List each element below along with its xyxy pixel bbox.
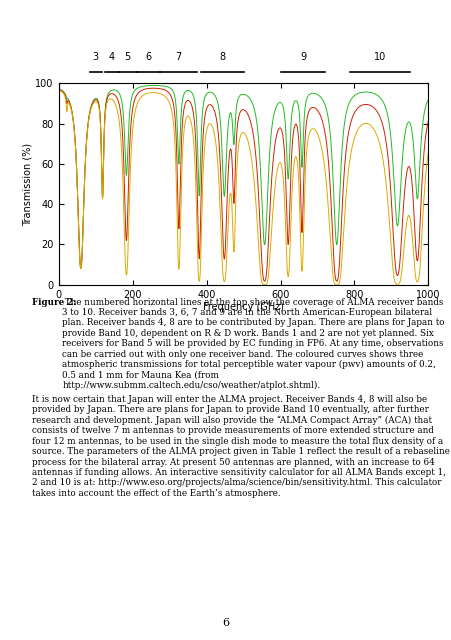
Text: 4: 4	[109, 52, 115, 62]
Text: It is now certain that Japan will enter the ALMA project. Receiver Bands 4, 8 wi: It is now certain that Japan will enter …	[32, 395, 450, 498]
Text: 10: 10	[374, 52, 386, 62]
Text: 9: 9	[300, 52, 306, 62]
Text: 3: 3	[92, 52, 99, 62]
Y-axis label: Transmission (%): Transmission (%)	[23, 143, 32, 225]
Text: 6: 6	[145, 52, 152, 62]
Text: The numbered horizontal lines at the top show the coverage of ALMA receiver band: The numbered horizontal lines at the top…	[62, 298, 445, 390]
Text: 8: 8	[219, 52, 226, 62]
Text: 6: 6	[222, 618, 229, 628]
Text: 7: 7	[175, 52, 182, 62]
X-axis label: Frequency (GHz): Frequency (GHz)	[203, 303, 284, 312]
Text: 5: 5	[124, 52, 131, 62]
Text: Figure 2:: Figure 2:	[32, 298, 76, 307]
